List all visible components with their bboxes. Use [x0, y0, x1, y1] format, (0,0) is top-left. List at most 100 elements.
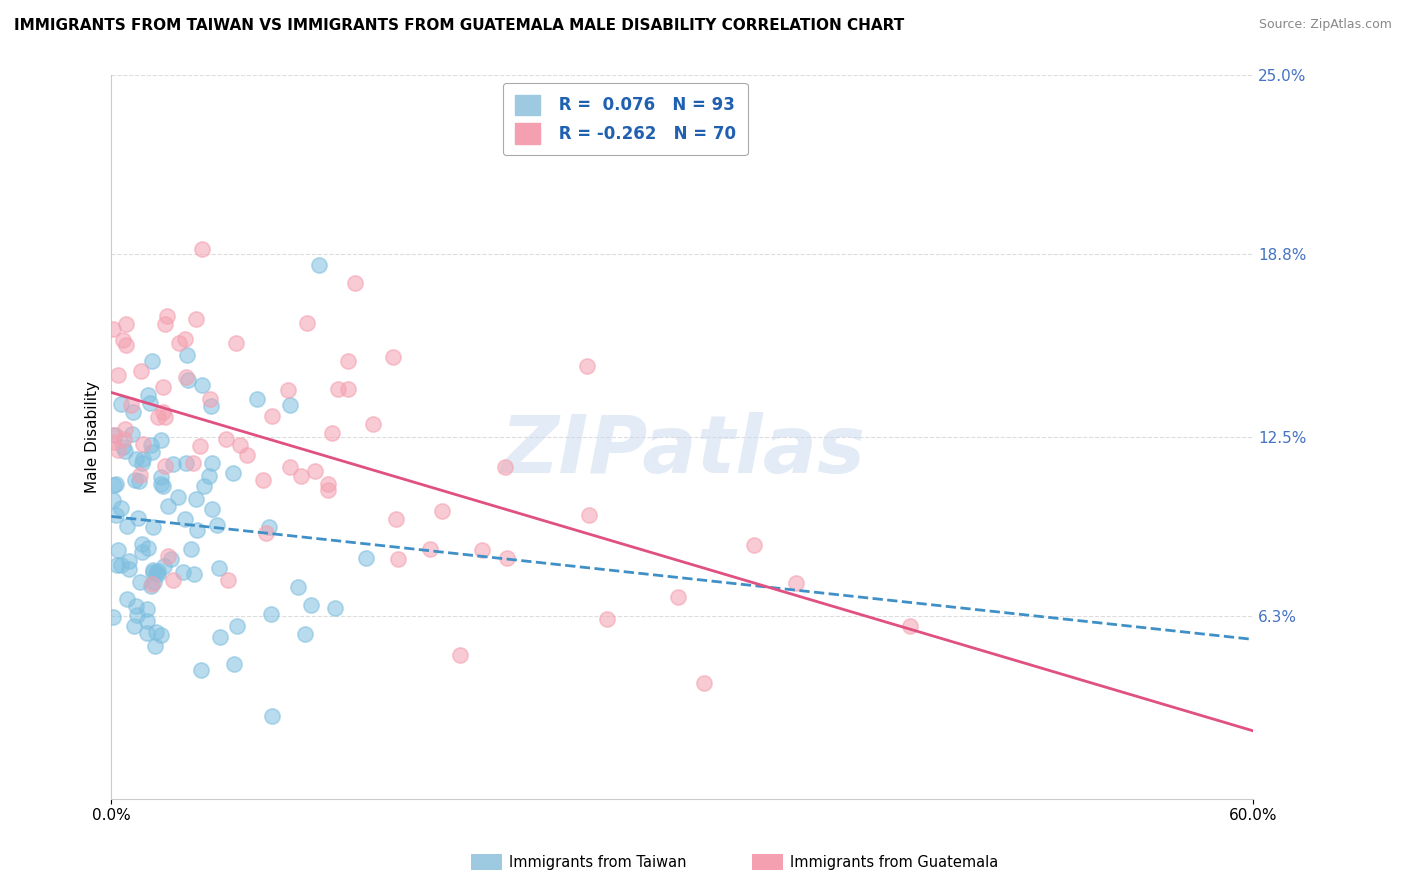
Point	[295, 316, 318, 330]
Point	[141, 563, 163, 577]
Point	[419, 541, 441, 556]
Point	[278, 460, 301, 475]
Point	[143, 639, 166, 653]
Point	[224, 657, 246, 672]
Point	[229, 438, 252, 452]
Point	[387, 552, 409, 566]
Point	[252, 473, 274, 487]
Point	[200, 399, 222, 413]
Point	[226, 619, 249, 633]
Point	[308, 258, 330, 272]
Point	[114, 444, 136, 458]
Point	[136, 626, 159, 640]
Point	[174, 456, 197, 470]
Point	[149, 433, 172, 447]
Point	[124, 473, 146, 487]
Point	[160, 551, 183, 566]
Point	[575, 359, 598, 374]
Text: Immigrants from Guatemala: Immigrants from Guatemala	[790, 855, 998, 870]
Point	[152, 479, 174, 493]
Point	[246, 392, 269, 406]
Point	[139, 438, 162, 452]
Point	[174, 512, 197, 526]
Point	[260, 607, 283, 622]
Point	[153, 409, 176, 424]
Point	[666, 590, 689, 604]
Point	[153, 558, 176, 573]
Point	[173, 332, 195, 346]
Point	[114, 422, 136, 436]
Point	[217, 573, 239, 587]
Text: IMMIGRANTS FROM TAIWAN VS IMMIGRANTS FROM GUATEMALA MALE DISABILITY CORRELATION : IMMIGRANTS FROM TAIWAN VS IMMIGRANTS FRO…	[14, 18, 904, 33]
Point	[174, 370, 197, 384]
Point	[103, 321, 125, 335]
Point	[278, 398, 301, 412]
Point	[149, 477, 172, 491]
Point	[115, 591, 138, 606]
Point	[326, 382, 349, 396]
Point	[114, 338, 136, 352]
Point	[112, 433, 135, 447]
Point	[117, 518, 139, 533]
Point	[361, 417, 384, 432]
Point	[208, 560, 231, 574]
Point	[125, 607, 148, 622]
Point	[145, 624, 167, 639]
Point	[494, 459, 516, 474]
Point	[157, 499, 180, 513]
Point	[215, 432, 238, 446]
Point	[141, 354, 163, 368]
Point	[128, 474, 150, 488]
Point	[149, 628, 172, 642]
Point	[138, 541, 160, 556]
Point	[191, 242, 214, 256]
Point	[200, 392, 222, 407]
Point	[323, 601, 346, 615]
Point	[181, 457, 204, 471]
Point	[225, 335, 247, 350]
Point	[190, 378, 212, 392]
Point	[172, 565, 194, 579]
Point	[337, 354, 360, 368]
Text: ZIPatlas: ZIPatlas	[501, 412, 865, 490]
Point	[742, 538, 765, 552]
Point	[260, 709, 283, 723]
Point	[135, 614, 157, 628]
Text: Immigrants from Taiwan: Immigrants from Taiwan	[509, 855, 686, 870]
Point	[162, 574, 184, 588]
Point	[127, 511, 149, 525]
Point	[354, 550, 377, 565]
Point	[693, 676, 716, 690]
Point	[110, 397, 132, 411]
Point	[188, 439, 211, 453]
Point	[103, 609, 125, 624]
Point	[118, 554, 141, 568]
Point	[141, 577, 163, 591]
Point	[112, 440, 135, 454]
Point	[180, 542, 202, 557]
Point	[115, 317, 138, 331]
Point	[316, 483, 339, 497]
Point	[107, 368, 129, 382]
Point	[318, 477, 340, 491]
Point	[184, 492, 207, 507]
Point	[162, 457, 184, 471]
Point	[201, 502, 224, 516]
Point	[121, 426, 143, 441]
Point	[128, 468, 150, 483]
Point	[125, 451, 148, 466]
Point	[321, 426, 343, 441]
Point	[107, 543, 129, 558]
Point	[131, 456, 153, 470]
Point	[167, 336, 190, 351]
Point	[198, 469, 221, 483]
Point	[299, 598, 322, 612]
Point	[129, 364, 152, 378]
Point	[432, 504, 454, 518]
Point	[136, 602, 159, 616]
Point	[122, 619, 145, 633]
Point	[148, 410, 170, 425]
Point	[110, 501, 132, 516]
Point	[236, 448, 259, 462]
Point	[146, 567, 169, 582]
